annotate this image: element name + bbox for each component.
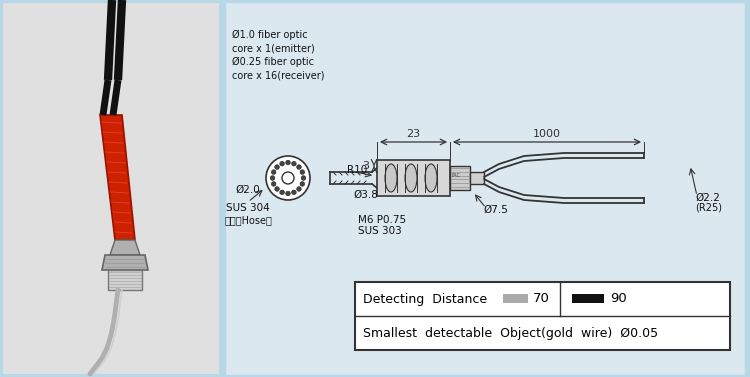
Circle shape — [270, 176, 274, 180]
Bar — [470, 172, 484, 184]
Circle shape — [300, 170, 304, 175]
Text: Ø2.2: Ø2.2 — [695, 193, 720, 203]
Circle shape — [272, 170, 276, 175]
Circle shape — [300, 182, 304, 186]
Text: M6 P0.75: M6 P0.75 — [358, 215, 407, 225]
Circle shape — [286, 160, 290, 165]
Text: SUS 303: SUS 303 — [358, 226, 402, 236]
Circle shape — [280, 161, 284, 166]
Text: 1000: 1000 — [533, 129, 561, 139]
Text: 90: 90 — [610, 293, 627, 305]
Circle shape — [274, 165, 279, 169]
Circle shape — [272, 182, 276, 186]
Circle shape — [286, 191, 290, 196]
Bar — [572, 294, 604, 303]
Text: Ø7.5: Ø7.5 — [483, 205, 508, 215]
Text: 3: 3 — [362, 161, 369, 171]
Text: SUS 304: SUS 304 — [226, 203, 270, 213]
Circle shape — [282, 172, 294, 184]
Text: 軟管（Hose）: 軟管（Hose） — [224, 215, 272, 225]
Circle shape — [280, 190, 284, 195]
Text: Smallest  detectable  Object(gold  wire)  Ø0.05: Smallest detectable Object(gold wire) Ø0… — [363, 326, 658, 340]
Text: Ø2.0: Ø2.0 — [236, 185, 260, 195]
Bar — [450, 166, 470, 190]
Polygon shape — [110, 240, 140, 255]
Text: Ø1.0 fiber optic
core x 1(emitter)
Ø0.25 fiber optic
core x 16(receiver): Ø1.0 fiber optic core x 1(emitter) Ø0.25… — [232, 30, 325, 80]
Text: (R25): (R25) — [695, 203, 722, 213]
Text: R10: R10 — [347, 165, 368, 175]
Text: Detecting  Distance: Detecting Distance — [363, 293, 488, 305]
Ellipse shape — [405, 164, 417, 192]
Text: Ø3.8: Ø3.8 — [353, 190, 378, 200]
Ellipse shape — [425, 164, 437, 192]
Bar — [355, 282, 730, 350]
Circle shape — [292, 190, 296, 195]
Text: 23: 23 — [406, 129, 421, 139]
Circle shape — [297, 165, 302, 169]
Circle shape — [292, 161, 296, 166]
Circle shape — [274, 187, 279, 191]
Text: FAC: FAC — [452, 173, 460, 178]
Bar — [225, 2, 745, 375]
Text: 70: 70 — [533, 293, 550, 305]
Circle shape — [266, 156, 310, 200]
Ellipse shape — [385, 164, 397, 192]
Polygon shape — [102, 255, 148, 270]
Circle shape — [302, 176, 306, 180]
Bar — [108, 270, 142, 290]
Polygon shape — [100, 115, 135, 240]
Bar — [377, 160, 450, 196]
Circle shape — [297, 187, 302, 191]
Bar — [2, 2, 220, 375]
Bar — [503, 294, 528, 303]
